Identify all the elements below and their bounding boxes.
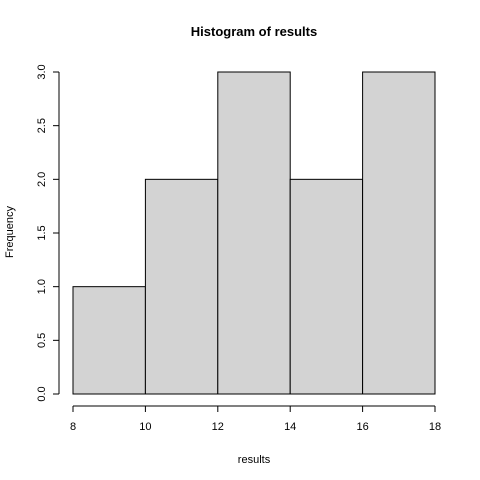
x-axis-label: results (238, 454, 271, 466)
histogram-bars (72, 71, 436, 395)
y-tick-label-3: 3.0 (36, 64, 48, 79)
x-tick-label-12: 12 (212, 421, 224, 433)
x-tick-label-8: 8 (70, 421, 76, 433)
x-tick-label-14: 14 (284, 421, 296, 433)
histogram-bar-12-14 (217, 71, 291, 395)
y-tick-label-2: 2.0 (36, 172, 48, 187)
x-tick-label-10: 10 (139, 421, 151, 433)
histogram-bar-10-12 (144, 178, 219, 395)
x-tick-label-18: 18 (429, 421, 441, 433)
y-axis-label: Frequency (4, 206, 16, 258)
x-tick-label-16: 16 (356, 421, 368, 433)
x-axis: 8 10 12 14 16 18 (70, 405, 441, 433)
histogram-bar-16-18 (362, 71, 436, 395)
y-tick-label-0-5: 0.5 (36, 333, 48, 348)
y-tick-label-2-5: 2.5 (36, 118, 48, 133)
histogram-bar-8-10 (72, 286, 146, 395)
chart-title: Histogram of results (191, 24, 317, 39)
histogram-bar-14-16 (289, 178, 364, 395)
y-tick-label-0: 0.0 (36, 386, 48, 401)
y-tick-label-1-5: 1.5 (36, 225, 48, 240)
y-tick-label-1: 1.0 (36, 279, 48, 294)
y-axis: 0.0 0.5 1.0 1.5 2.0 2.5 3.0 (36, 64, 60, 402)
